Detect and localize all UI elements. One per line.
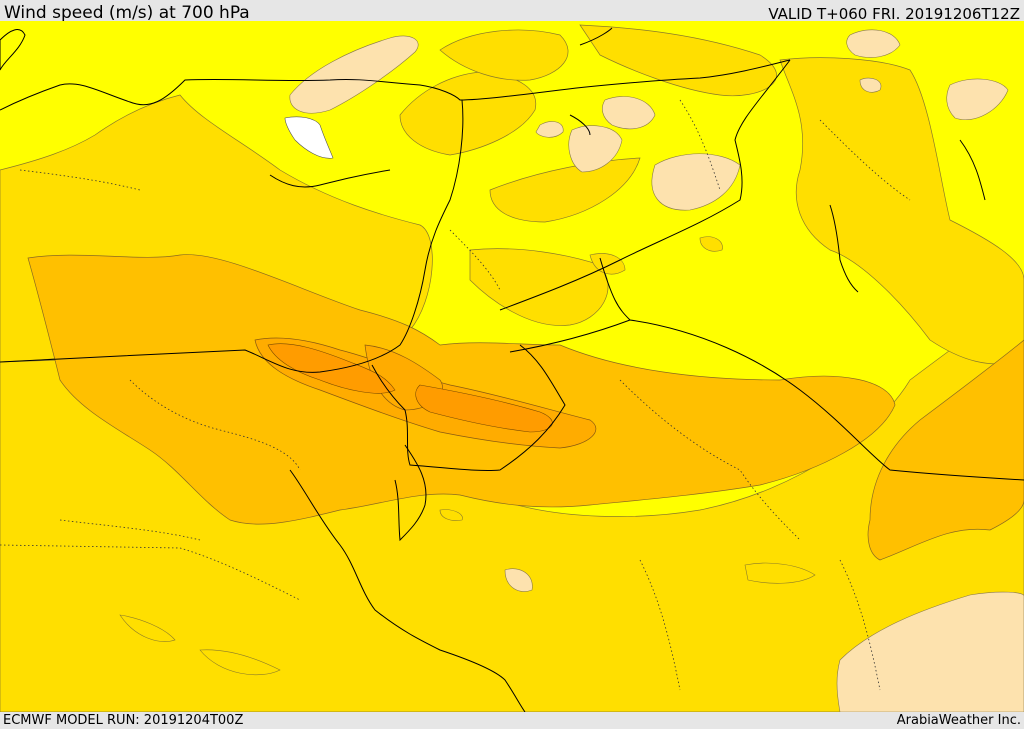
coastlines: [0, 27, 986, 712]
valid-time: VALID T+060 FRI. 20191206T12Z: [768, 5, 1020, 23]
model-run: ECMWF MODEL RUN: 20191204T00Z: [3, 713, 244, 728]
wind-band-moderate-patches: [119, 236, 816, 676]
map-title: Wind speed (m/s) at 700 hPa: [4, 3, 250, 23]
internal-boundaries: [0, 99, 911, 691]
wind-speed-map: [0, 21, 1024, 712]
country-borders: [371, 59, 1024, 481]
wind-band-strongest: [267, 343, 553, 433]
wind-band-calm: [284, 116, 334, 159]
wind-band-very-light: [289, 29, 1024, 712]
credit: ArabiaWeather Inc.: [896, 713, 1021, 728]
